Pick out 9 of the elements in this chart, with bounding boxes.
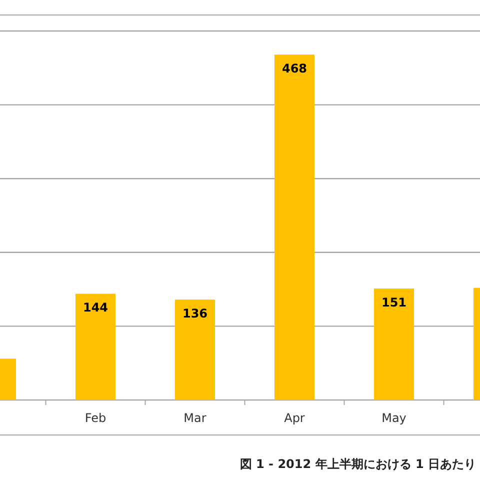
data-label: 468 <box>282 62 308 76</box>
data-label: 144 <box>82 300 108 315</box>
x-tick-label: May <box>382 411 406 425</box>
text: 図 1 - 2012 年上半期における 1 日あたり <box>240 457 476 471</box>
x-tick-label: Feb <box>84 411 106 425</box>
x-tick-label: Apr <box>284 411 305 425</box>
data-label: 136 <box>182 306 208 321</box>
x-tick-label: Mar <box>184 411 206 425</box>
data-label: 151 <box>381 296 407 310</box>
